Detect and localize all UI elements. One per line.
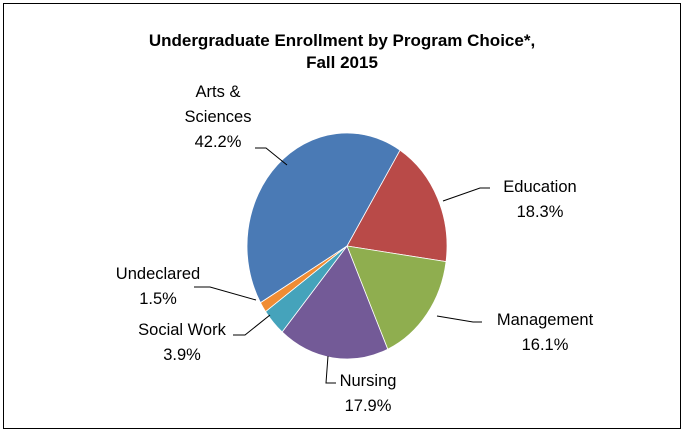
leader-line [325,355,336,384]
slice-label: Management 16.1% [497,308,593,358]
pie-slice [246,132,401,304]
leader-line [194,286,257,301]
category-label: Management [496,311,594,329]
chart-title: Undergraduate Enrollment by Program Choi… [148,31,536,72]
slice-label: Nursing 17.9% [340,369,397,419]
category-label: Undeclared [115,265,201,283]
pie-slice [346,149,448,263]
leader-line [233,314,271,336]
value-label: 18.3% [516,203,564,221]
slice-label: Undeclared 1.5% [116,262,200,312]
category-label: Arts & Sciences [184,83,252,126]
value-label: 16.1% [521,336,569,354]
leader-line [442,187,490,202]
category-label: Education [503,178,577,196]
value-label: 17.9% [344,397,392,415]
slice-label: Social Work 3.9% [138,318,226,368]
category-label: Nursing [339,372,397,390]
category-label: Social Work [138,321,226,339]
leader-line [255,147,288,166]
value-label: 42.2% [194,133,242,151]
slice-label: Education 18.3% [503,175,576,225]
pie-slice [281,245,389,360]
leader-lines [194,147,490,384]
value-label: 1.5% [139,290,177,308]
slice-label: Arts & Sciences 42.2% [185,80,252,155]
leader-line [436,315,482,323]
value-label: 3.9% [163,346,201,364]
pie [246,132,448,360]
pie-slice [346,245,447,350]
